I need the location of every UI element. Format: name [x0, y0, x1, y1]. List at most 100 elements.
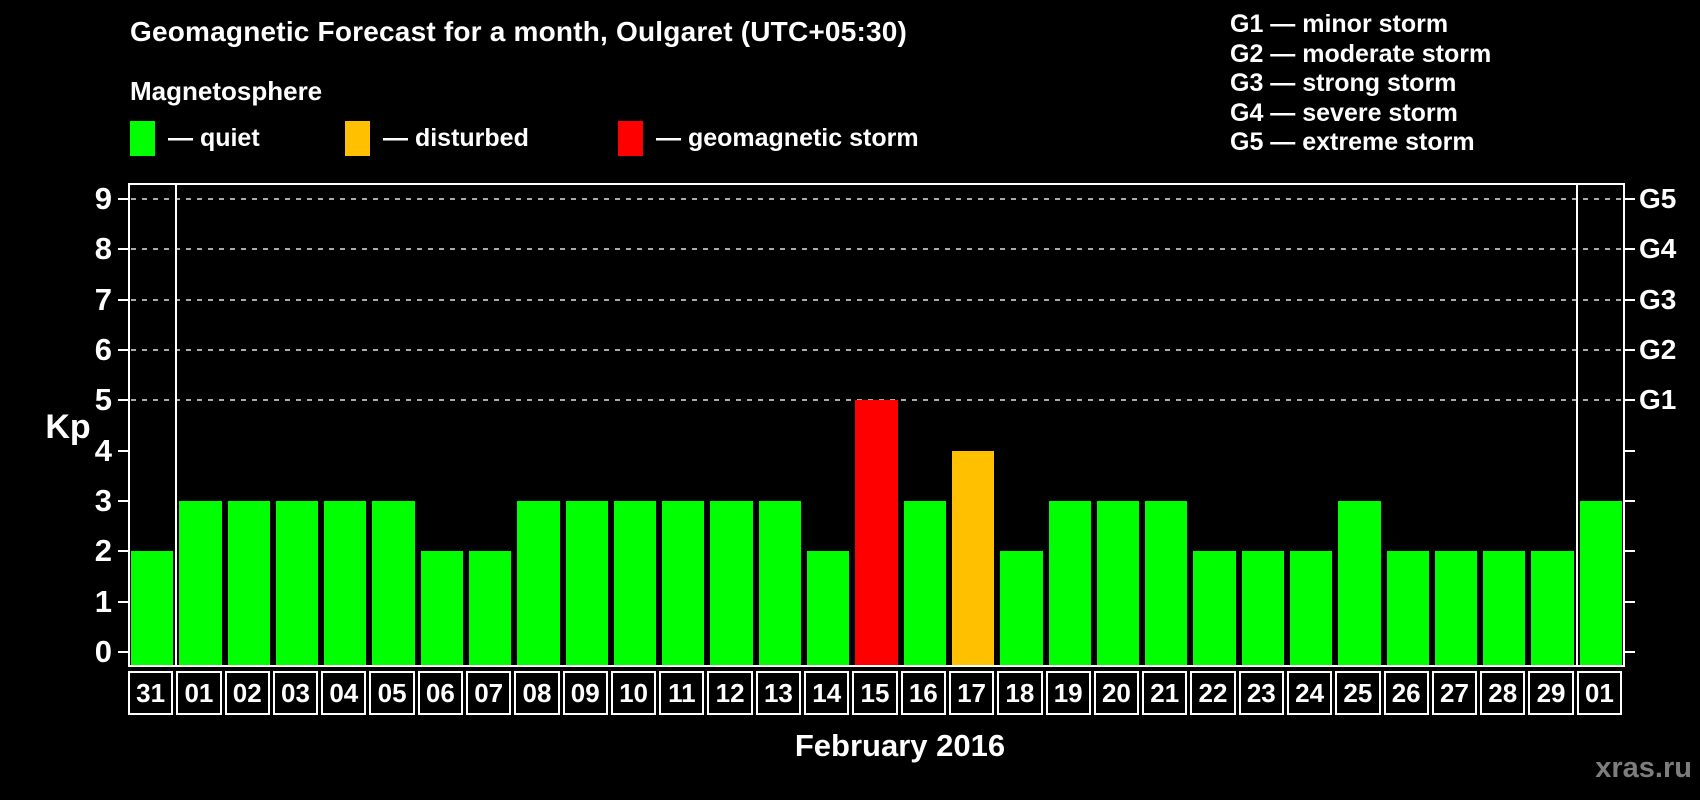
- kp-bar: [324, 500, 367, 665]
- x-label-box: 31: [128, 671, 174, 715]
- x-label-box: 14: [804, 671, 850, 715]
- storm-color-swatch: [618, 120, 643, 156]
- kp-bar: [275, 500, 319, 665]
- x-label-box: 20: [1093, 671, 1140, 715]
- storm-legend-label: — geomagnetic storm: [656, 123, 919, 152]
- kp-bar: [903, 500, 946, 665]
- gridline-kp-8: [131, 248, 1622, 251]
- x-label-box: 17: [948, 671, 995, 715]
- g-tick-label-g4: G4: [1639, 233, 1677, 265]
- month-separator: [1575, 183, 1578, 667]
- legend-item-quiet: — quiet: [130, 119, 260, 157]
- g-tick-label-g3: G3: [1639, 283, 1677, 315]
- kp-bar: [1434, 551, 1478, 665]
- kp-bar: [1531, 551, 1574, 665]
- kp-bar: [613, 500, 657, 665]
- kp-tick-label: 7: [94, 281, 112, 317]
- legend-item-storm: — geomagnetic storm: [618, 119, 919, 157]
- kp-tick-label: 1: [94, 583, 112, 619]
- kp-bar: [1193, 551, 1236, 665]
- x-label-box: 08: [514, 671, 560, 715]
- kp-tick-label: 0: [94, 633, 112, 669]
- kp-tick-label: 3: [94, 482, 112, 518]
- x-label-box: 09: [562, 671, 608, 715]
- kp-tick-right: [1625, 449, 1635, 452]
- x-label-box: 01: [176, 671, 222, 715]
- magnetosphere-label: Magnetosphere: [130, 76, 323, 106]
- x-label-box: 19: [1045, 671, 1091, 715]
- g4-legend-line: G4 — severe storm: [1230, 98, 1458, 127]
- x-label-box: 03: [272, 671, 319, 715]
- plot-frame: [128, 183, 1625, 667]
- kp-tick-left: [118, 499, 128, 502]
- kp-bar: [1000, 551, 1043, 665]
- gridline-kp-6: [131, 349, 1622, 352]
- kp-bar: [1096, 500, 1140, 665]
- x-label-box: 05: [369, 671, 415, 715]
- kp-bar: [179, 500, 222, 665]
- kp-bar: [420, 551, 464, 665]
- quiet-color-swatch: [130, 120, 155, 156]
- x-label-box: 13: [755, 671, 802, 715]
- x-label-box: 06: [417, 671, 464, 715]
- kp-bar: [662, 500, 705, 665]
- g5-legend-line: G5 — extreme storm: [1230, 128, 1475, 156]
- kp-tick-label: 2: [94, 533, 112, 569]
- x-label-box: 23: [1238, 671, 1284, 715]
- kp-bar: [1241, 551, 1284, 665]
- month-separator: [175, 183, 178, 667]
- kp-tick-left: [118, 349, 128, 352]
- disturbed-legend-label: — disturbed: [383, 123, 529, 152]
- g-tick-label-g1: G1: [1639, 384, 1677, 416]
- kp-bar: [951, 450, 995, 665]
- g2-legend-line: G2 — moderate storm: [1230, 39, 1492, 68]
- kp-tick-right: [1625, 399, 1635, 402]
- kp-bar: [1579, 500, 1622, 665]
- g-tick-label-g2: G2: [1639, 334, 1677, 366]
- g1-legend-line: G1 — minor storm: [1230, 10, 1449, 38]
- x-label-box: 24: [1286, 671, 1333, 715]
- kp-tick-left: [118, 650, 128, 653]
- kp-tick-label: 8: [94, 231, 112, 267]
- disturbed-color-swatch: [345, 120, 370, 156]
- kp-bar: [1386, 551, 1429, 665]
- kp-bar: [1145, 500, 1188, 665]
- kp-bar: [131, 551, 174, 665]
- kp-axis-title: Kp: [45, 408, 91, 446]
- gridline-kp-9: [131, 198, 1622, 201]
- x-label-box: 18: [997, 671, 1043, 715]
- kp-tick-right: [1625, 499, 1635, 502]
- x-label-box: 29: [1528, 671, 1574, 715]
- kp-tick-label: 5: [94, 382, 112, 418]
- kp-tick-right: [1625, 650, 1635, 653]
- kp-bar: [1483, 551, 1526, 665]
- chart-title: Geomagnetic Forecast for a month, Oulgar…: [130, 16, 908, 47]
- x-label-box: 28: [1480, 671, 1526, 715]
- kp-bar: [758, 500, 802, 665]
- x-label-box: 25: [1335, 671, 1381, 715]
- quiet-legend-label: — quiet: [168, 123, 260, 152]
- g3-legend-line: G3 — strong storm: [1230, 69, 1457, 97]
- kp-tick-label: 6: [94, 332, 112, 368]
- kp-bar: [227, 500, 270, 665]
- kp-bar: [855, 400, 898, 665]
- kp-tick-left: [118, 550, 128, 553]
- kp-bar: [807, 551, 850, 665]
- kp-tick-left: [118, 198, 128, 201]
- kp-tick-left: [118, 449, 128, 452]
- x-label-box: 02: [224, 671, 270, 715]
- kp-tick-left: [118, 248, 128, 251]
- kp-tick-right: [1625, 248, 1635, 251]
- x-label-box: 10: [610, 671, 657, 715]
- kp-tick-label: 9: [94, 181, 112, 217]
- gridline-kp-7: [131, 298, 1622, 301]
- kp-bar: [517, 500, 560, 665]
- month-label: February 2016: [794, 728, 1006, 763]
- kp-bar: [372, 500, 415, 665]
- kp-tick-right: [1625, 298, 1635, 301]
- kp-tick-right: [1625, 198, 1635, 201]
- kp-bar: [1048, 500, 1091, 665]
- kp-tick-left: [118, 399, 128, 402]
- kp-tick-right: [1625, 349, 1635, 352]
